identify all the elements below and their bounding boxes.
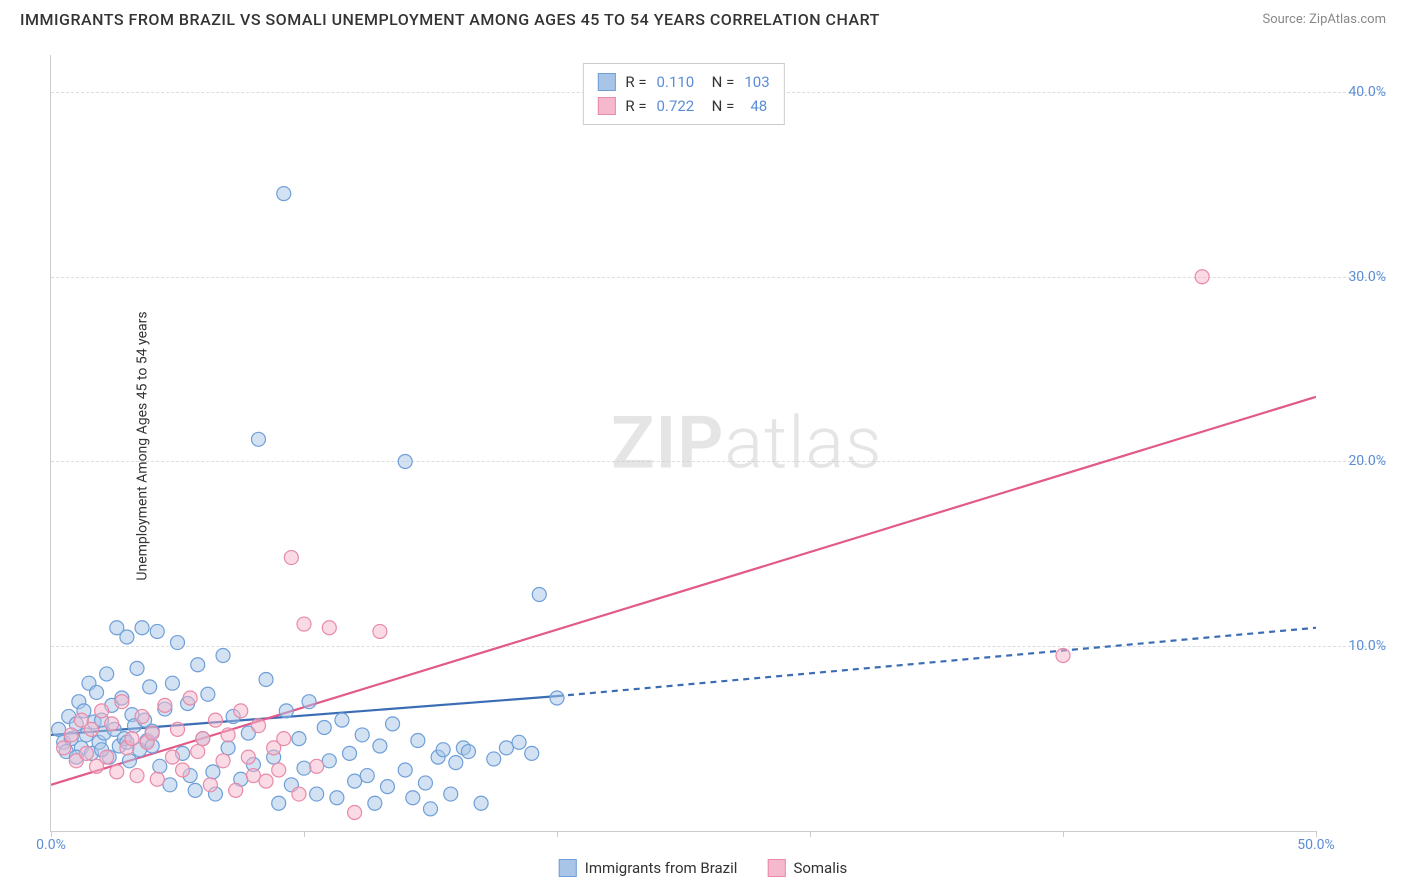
chart-plot-area: ZIPatlas R = 0.110 N = 103 R = 0.722 N =… xyxy=(50,55,1316,832)
swatch-somalis xyxy=(597,97,615,115)
x-tick-mark xyxy=(304,831,305,837)
y-tick-label: 40.0% xyxy=(1348,84,1386,100)
r-value-brazil: 0.110 xyxy=(657,70,695,94)
y-tick-label: 30.0% xyxy=(1348,269,1386,285)
y-tick-label: 10.0% xyxy=(1348,638,1386,654)
legend-row-somalis: R = 0.722 N = 48 xyxy=(597,94,769,118)
n-value-brazil: 103 xyxy=(744,70,769,94)
legend-label-somalis: Somalis xyxy=(793,859,847,877)
legend-label-brazil: Immigrants from Brazil xyxy=(585,859,738,877)
swatch-brazil xyxy=(597,73,615,91)
source-attribution: Source: ZipAtlas.com xyxy=(1262,12,1386,27)
y-tick-label: 20.0% xyxy=(1348,453,1386,469)
x-tick-mark xyxy=(557,831,558,837)
x-tick-label: 50.0% xyxy=(1297,837,1335,853)
x-tick-label: 0.0% xyxy=(36,837,66,853)
legend-item-brazil: Immigrants from Brazil xyxy=(559,859,738,877)
legend-row-brazil: R = 0.110 N = 103 xyxy=(597,70,769,94)
r-value-somalis: 0.722 xyxy=(657,94,695,118)
series-legend: Immigrants from Brazil Somalis xyxy=(559,859,848,877)
legend-item-somalis: Somalis xyxy=(767,859,847,877)
x-tick-mark xyxy=(1063,831,1064,837)
x-tick-mark xyxy=(810,831,811,837)
swatch-brazil-icon xyxy=(559,859,577,877)
chart-title: IMMIGRANTS FROM BRAZIL VS SOMALI UNEMPLO… xyxy=(20,10,880,29)
swatch-somalis-icon xyxy=(767,859,785,877)
scatter-plot-svg xyxy=(51,55,1316,831)
n-value-somalis: 48 xyxy=(744,94,767,118)
correlation-legend: R = 0.110 N = 103 R = 0.722 N = 48 xyxy=(582,63,784,125)
